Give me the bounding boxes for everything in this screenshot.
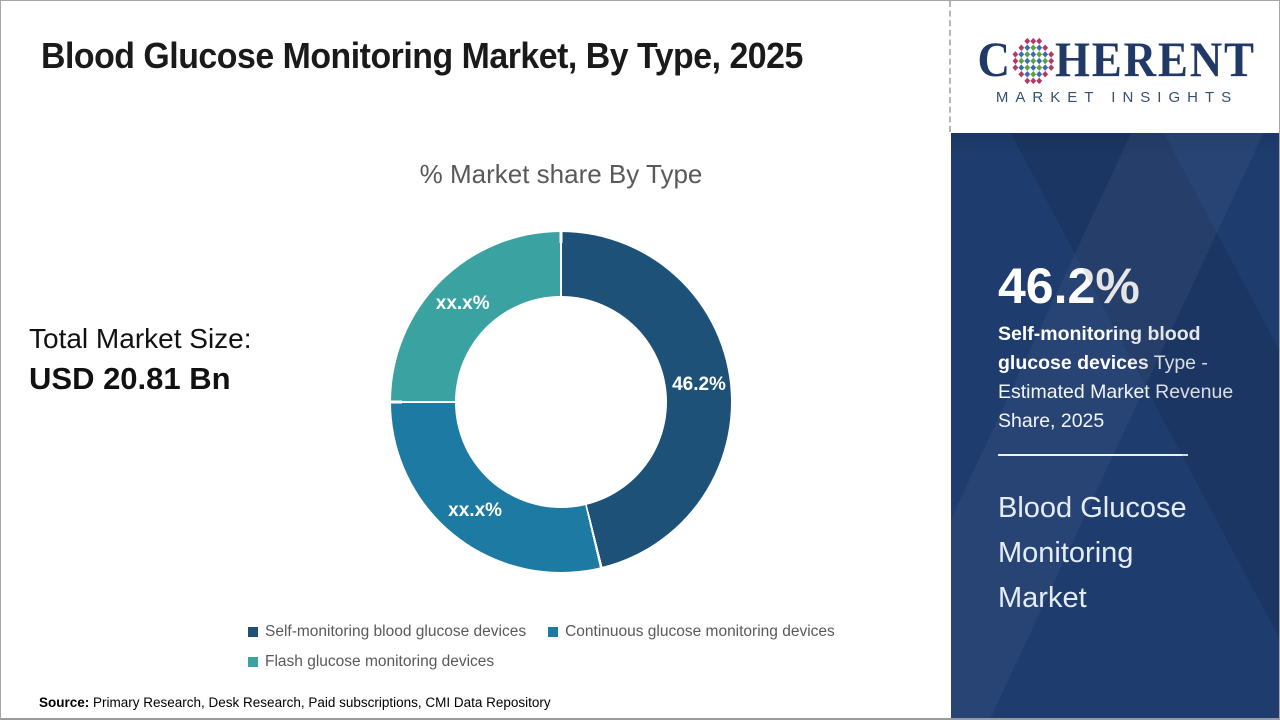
slice-label: xx.x% xyxy=(435,292,490,314)
donut-chart: 46.2% xx.x% xx.x% xyxy=(391,232,731,572)
slice-label: 46.2% xyxy=(672,374,726,396)
legend-label: Self-monitoring blood glucose devices xyxy=(265,623,527,640)
logo-subtitle: MARKET INSIGHTS xyxy=(995,88,1239,106)
market-name: Blood Glucose Monitoring Market xyxy=(998,492,1187,614)
legend-label: Continuous glucose monitoring devices xyxy=(565,623,835,640)
total-market-value: USD 20.81 Bn xyxy=(29,361,231,396)
legend-swatch xyxy=(248,657,258,667)
dashed-divider xyxy=(949,1,951,132)
source-label: Source: xyxy=(39,695,90,710)
page-title: Blood Glucose Monitoring Market, By Type… xyxy=(41,35,803,76)
coherent-globe-icon xyxy=(1013,37,1055,84)
source-line: Source: Primary Research, Desk Research,… xyxy=(39,695,551,710)
slice-label: xx.x% xyxy=(448,500,503,522)
stat-description: Self-monitoring blood glucose devices Ty… xyxy=(998,320,1242,436)
legend-item[interactable]: Flash glucose monitoring devices xyxy=(248,653,494,671)
total-market-size: Total Market Size: USD 20.81 Bn xyxy=(29,323,252,397)
logo-text-prefix: C xyxy=(977,30,1013,87)
legend-label: Flash glucose monitoring devices xyxy=(265,653,495,670)
chart-title: % Market share By Type xyxy=(419,159,703,189)
donut-hole xyxy=(455,296,667,508)
coherent-logo: C HERENT MARKET INSIGHTS xyxy=(953,1,1279,132)
highlight-sidebar: 46.2% Self-monitoring blood glucose devi… xyxy=(951,133,1279,718)
stat-description-rest: Type - Estimated Market Revenue Share, 2… xyxy=(998,352,1234,432)
stat-description-bold: Self-monitoring blood glucose devices xyxy=(998,323,1201,374)
legend-item[interactable]: Continuous glucose monitoring devices xyxy=(548,623,835,641)
stat-value: 46.2% xyxy=(998,258,1140,314)
logo-wordmark: C HERENT xyxy=(978,34,1256,84)
source-text: Primary Research, Desk Research, Paid su… xyxy=(89,695,551,710)
chart-legend: Self-monitoring blood glucose devices Con… xyxy=(248,621,857,681)
logo-text-suffix: HERENT xyxy=(1055,30,1257,87)
legend-item[interactable]: Self-monitoring blood glucose devices xyxy=(248,623,526,641)
total-market-label: Total Market Size: xyxy=(29,323,252,354)
legend-swatch xyxy=(548,627,559,637)
sidebar-divider xyxy=(998,454,1188,456)
legend-swatch xyxy=(248,627,258,637)
